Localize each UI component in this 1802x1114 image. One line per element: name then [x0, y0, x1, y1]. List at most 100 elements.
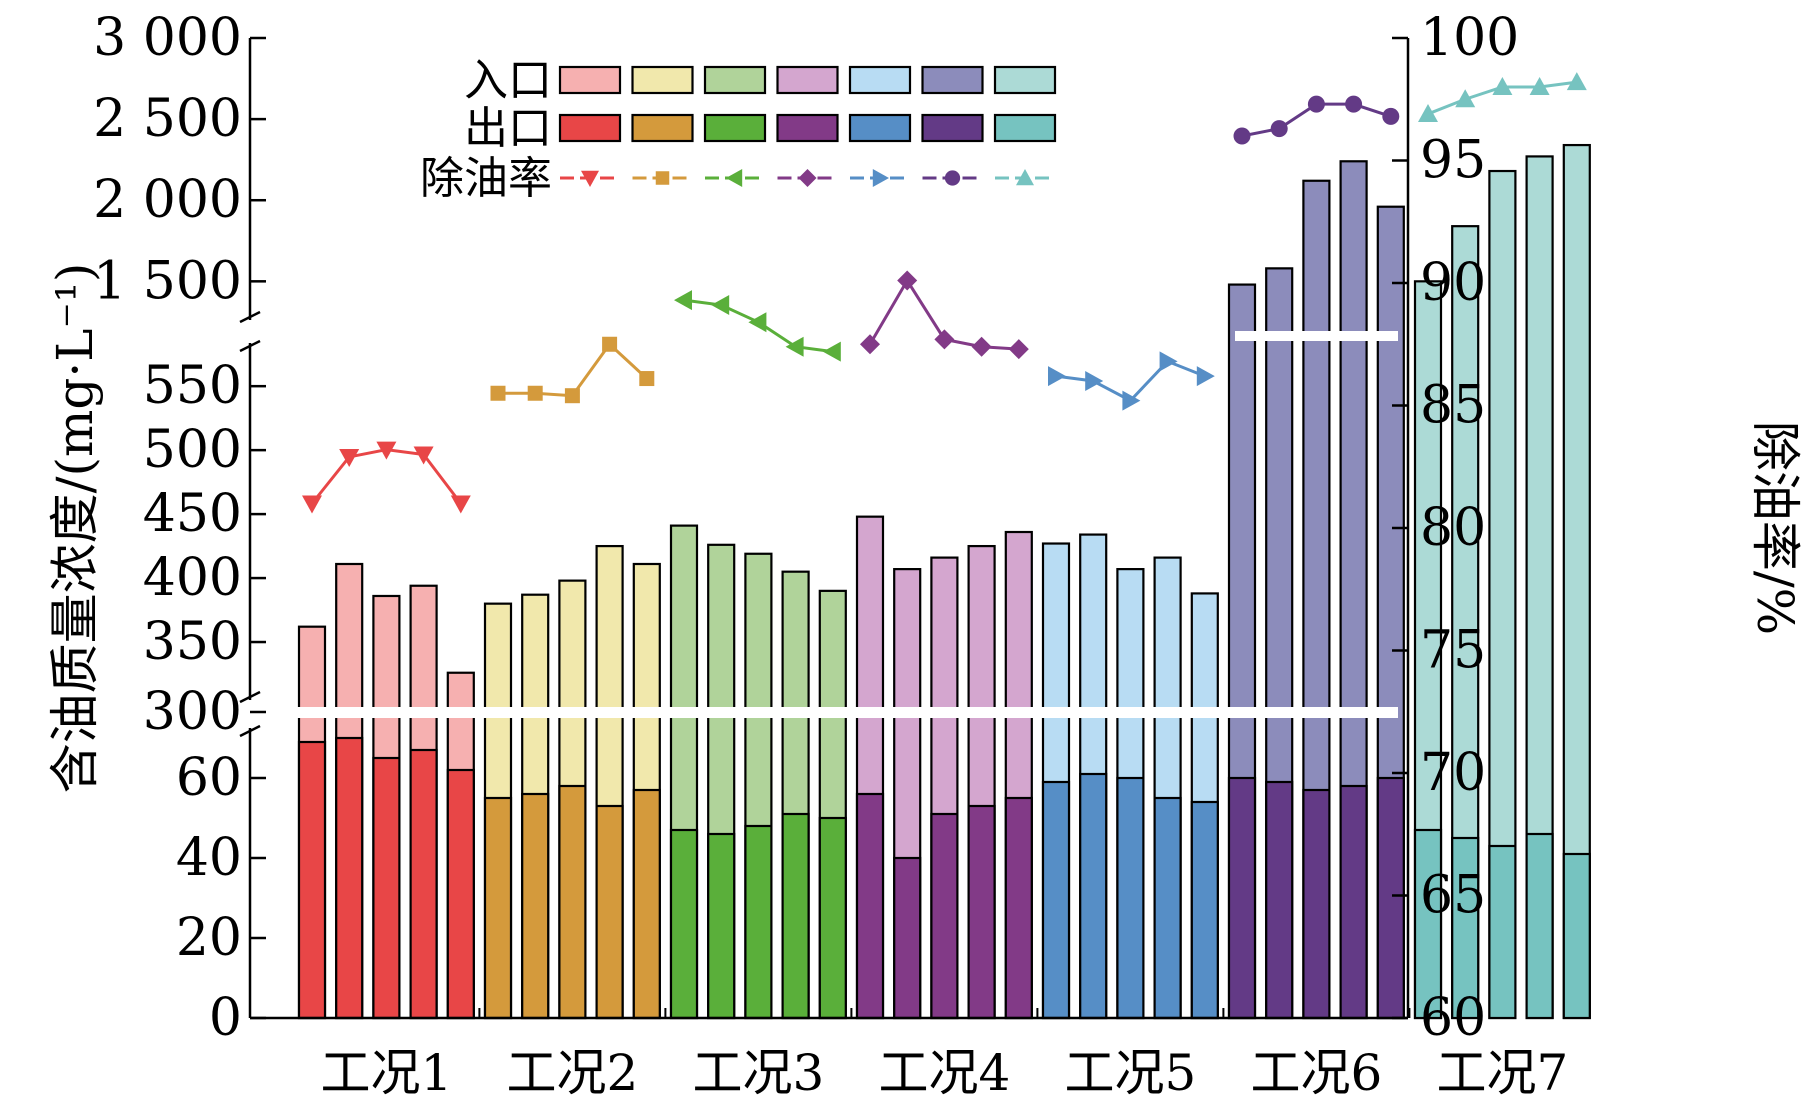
bar-outlet — [1004, 796, 1033, 1020]
bar-outlet — [744, 824, 773, 1020]
removal-rate-line — [498, 342, 648, 398]
removal-rate-point — [339, 448, 360, 467]
removal-rate-point — [1492, 77, 1513, 95]
bar-outlet — [1339, 784, 1368, 1020]
bar-outlet — [1227, 776, 1257, 1020]
bar-outlet — [446, 768, 475, 1020]
removal-rate-point — [860, 334, 880, 355]
bar-outlet — [483, 796, 513, 1020]
category-label: 工况3 — [692, 1044, 824, 1102]
right-tick-label: 90 — [1420, 253, 1486, 313]
removal-rate-point — [674, 290, 692, 311]
axis-break-mark — [239, 339, 261, 353]
left-tick-label: 1 500 — [93, 251, 242, 311]
legend-swatch-outlet — [558, 113, 622, 143]
legend-swatch-inlet — [703, 65, 767, 95]
category-label: 工况7 — [1436, 1044, 1568, 1102]
right-tick-label: 95 — [1420, 131, 1486, 191]
removal-rate-point — [564, 388, 580, 404]
removal-rate-lines — [302, 72, 1587, 514]
category-label: 工况4 — [878, 1044, 1010, 1102]
right-tick-label: 80 — [1420, 498, 1486, 558]
right-tick-label: 85 — [1420, 376, 1486, 436]
removal-rate-point — [1233, 127, 1251, 145]
removal-rate-point — [711, 295, 730, 316]
legend-label: 出口 — [464, 103, 552, 154]
left-tick-label: 60 — [176, 748, 242, 808]
left-tick-label: 20 — [176, 908, 242, 968]
legend-swatch-inlet — [776, 65, 839, 95]
category-label: 工况5 — [1064, 1044, 1196, 1102]
axis-breaks — [262, 331, 1398, 718]
removal-rate-point — [1159, 351, 1178, 372]
bar-outlet — [1041, 780, 1071, 1020]
legend-swatch-inlet — [558, 65, 622, 95]
removal-rate-point — [971, 336, 992, 357]
left-tick-label: 550 — [143, 356, 242, 416]
bar-outlet — [1190, 800, 1219, 1020]
removal-rate-point — [1307, 95, 1325, 113]
bar-outlet — [297, 740, 327, 1020]
left-tick-label: 2 000 — [93, 170, 242, 230]
bar-outlet — [1488, 844, 1517, 1020]
right-tick-label: 60 — [1420, 988, 1486, 1048]
category-label: 工况1 — [320, 1044, 452, 1102]
removal-rate-point — [450, 495, 471, 514]
legend-swatch-outlet — [921, 113, 984, 143]
removal-rate-point — [1529, 77, 1550, 95]
removal-rate-point — [1455, 89, 1476, 108]
removal-rate-point — [1382, 107, 1400, 125]
bar-outlet — [1265, 780, 1294, 1020]
bar-outlet — [595, 804, 624, 1020]
legend-swatch-outlet — [848, 113, 912, 143]
bar-outlet — [1451, 836, 1480, 1020]
right-tick-label: 75 — [1420, 621, 1486, 681]
legend-marker-rate — [1016, 169, 1034, 186]
bar-outlet — [1525, 832, 1554, 1020]
legend-marker-rate — [655, 171, 670, 185]
removal-rate-point — [490, 385, 506, 401]
left-tick-label: 3 000 — [93, 8, 242, 68]
bar-outlet — [521, 792, 550, 1020]
lower-break-band — [262, 707, 1398, 718]
legend-label: 除油率 — [420, 153, 552, 204]
removal-rate-point — [1270, 120, 1288, 138]
bar-outlet — [1079, 772, 1108, 1020]
bar-outlet — [1413, 828, 1443, 1020]
legend-marker-rate — [944, 170, 961, 186]
right-tick-label: 70 — [1420, 743, 1486, 803]
legend-swatch-inlet — [993, 65, 1057, 95]
y2-axis-title: 除油率/% — [1746, 421, 1802, 635]
bar-outlet — [930, 812, 959, 1020]
bar-outlet — [967, 804, 996, 1020]
upper-break-band — [1235, 331, 1398, 341]
bar-outlet — [818, 816, 847, 1020]
removal-rate-point — [1345, 95, 1363, 113]
bar-outlet — [558, 784, 587, 1020]
category-label: 工况6 — [1250, 1044, 1382, 1102]
bar-outlet — [855, 792, 885, 1020]
bar-outlet — [632, 788, 661, 1020]
removal-rate-point — [822, 341, 841, 362]
y-axis-title: 含油质量浓度/(mg·L⁻¹) — [46, 263, 104, 794]
left-tick-label: 450 — [143, 484, 242, 544]
removal-rate-point — [1008, 339, 1029, 360]
removal-rate-point — [897, 270, 918, 291]
axis-break-mark — [239, 310, 261, 324]
bars-layer — [297, 143, 1591, 1020]
removal-rate-line — [1055, 359, 1206, 403]
bar-outlet — [1116, 776, 1145, 1020]
bar-outlet — [707, 832, 736, 1020]
legend-swatch-outlet — [703, 113, 767, 143]
axes-layer — [239, 36, 1411, 1020]
axis-break-mark — [239, 724, 261, 738]
removal-rate-point — [1048, 366, 1066, 387]
legend-swatch-outlet — [776, 113, 839, 143]
removal-rate-point — [302, 495, 322, 514]
category-label: 工况2 — [506, 1044, 638, 1102]
bar-outlet — [1562, 852, 1591, 1020]
removal-rate-point — [1418, 103, 1438, 122]
removal-rate-point — [1122, 390, 1141, 411]
